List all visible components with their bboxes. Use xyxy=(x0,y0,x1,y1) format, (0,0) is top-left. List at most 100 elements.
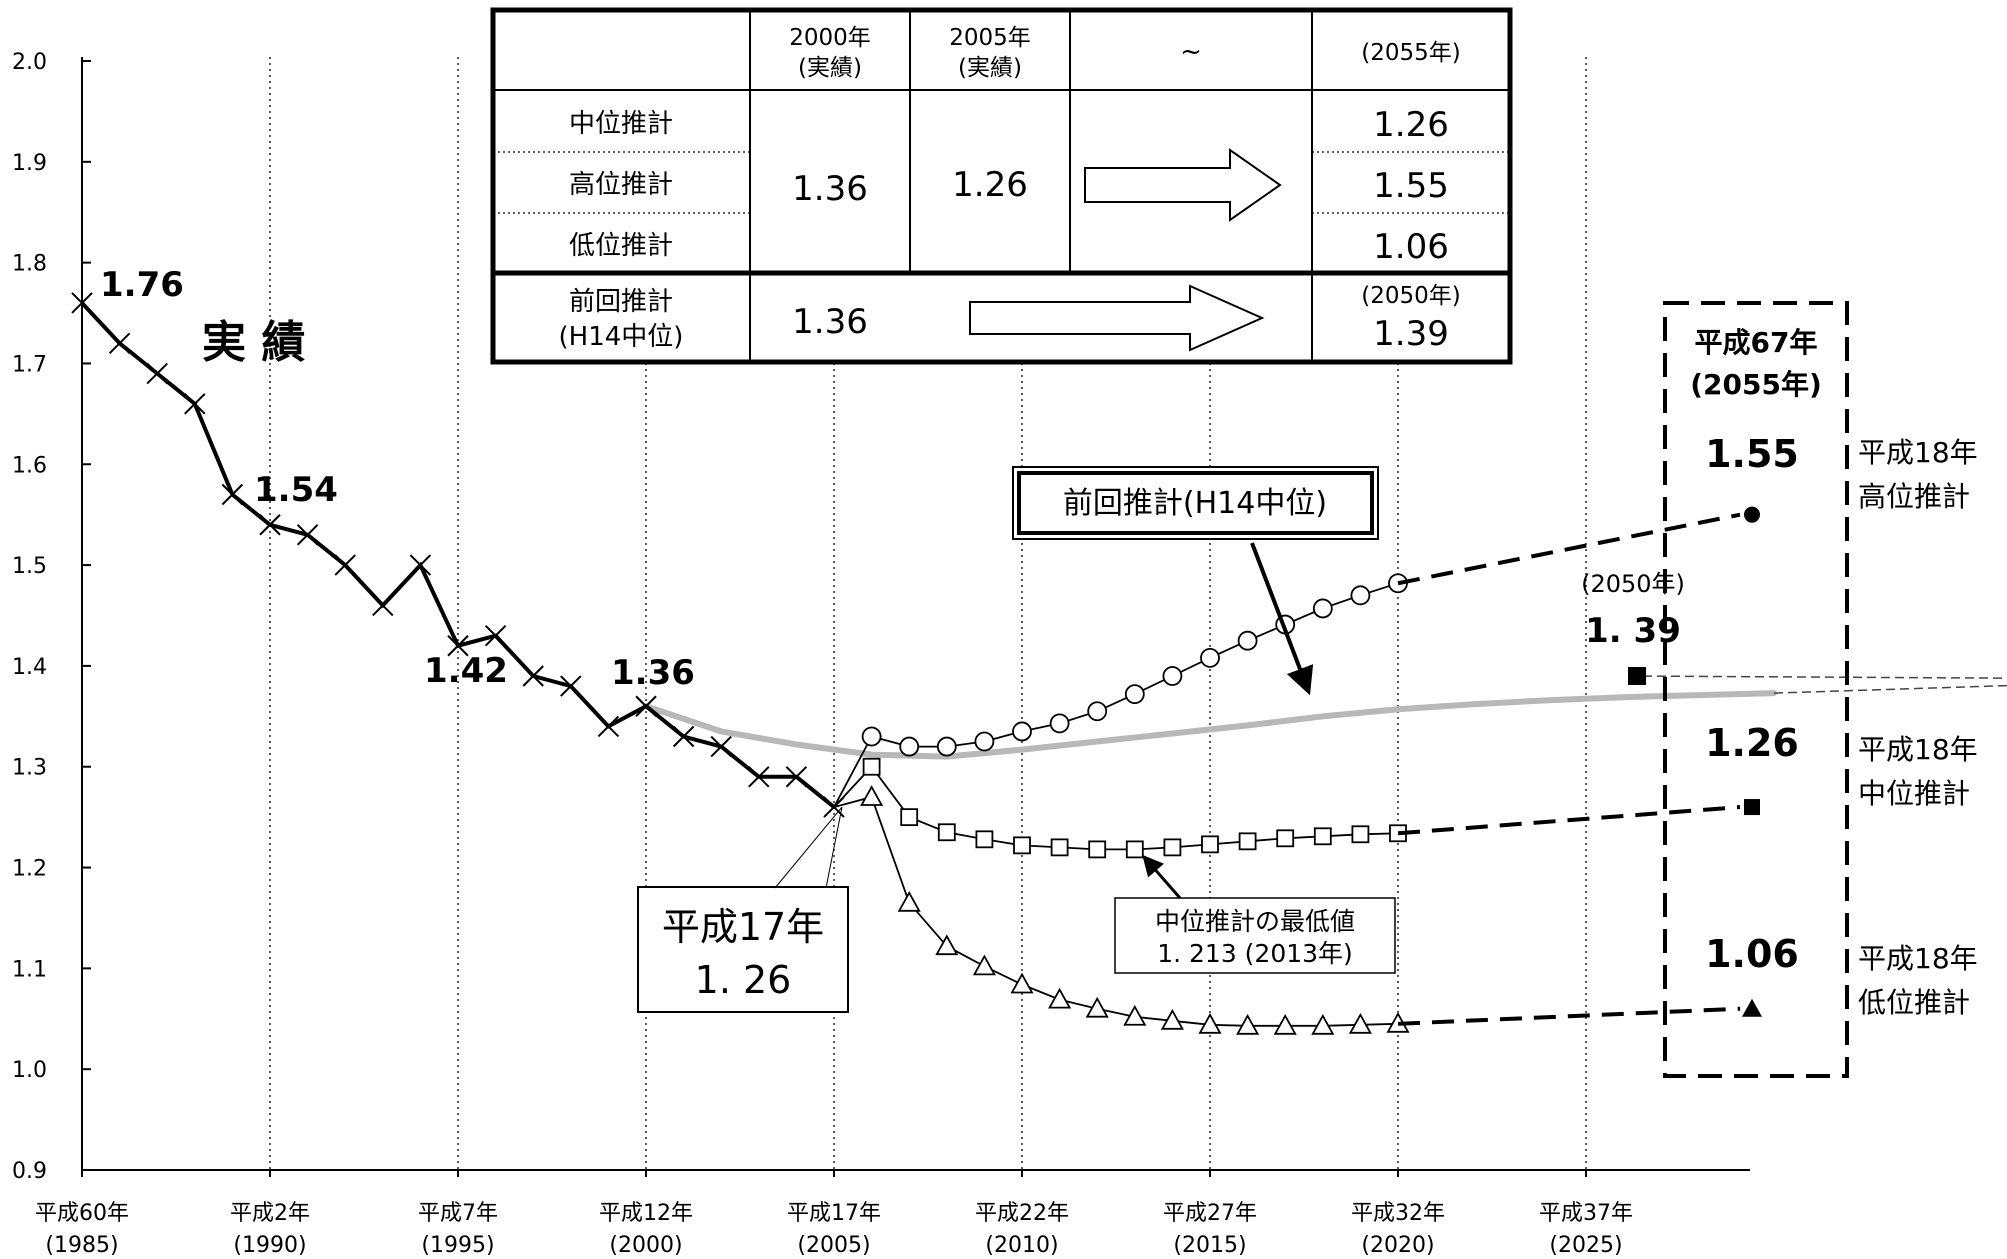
table-row-label: 中位推計 xyxy=(569,109,673,139)
previous-2050-year: (2050年) xyxy=(1581,570,1685,598)
high-2055-value: 1.55 xyxy=(1705,432,1799,476)
low-projection-point xyxy=(1311,1013,1335,1035)
high-2055-point xyxy=(1744,506,1760,523)
actual-point xyxy=(635,695,657,717)
y-tick-label: 0.9 xyxy=(12,1159,47,1184)
low-2055-point xyxy=(1742,998,1762,1017)
x-tick-label-era: 平成7年 xyxy=(418,1201,498,1226)
value-label-2000: 1.36 xyxy=(611,653,695,693)
x-tick-label-year: (1995) xyxy=(421,1233,494,1258)
low-projection-point xyxy=(972,954,996,976)
previous-label-inner-box xyxy=(1017,471,1374,535)
table-prev-label-note: (H14中位) xyxy=(559,322,684,352)
medium-projection-point xyxy=(1088,840,1107,859)
table-2055-value: 1.26 xyxy=(1373,105,1449,145)
y-tick-label: 1.5 xyxy=(12,554,47,579)
x-tick-label-year: (2005) xyxy=(797,1233,870,1258)
medium-projection-point xyxy=(1276,829,1295,848)
medium-projection-point xyxy=(1238,832,1257,851)
previous-label-arrow xyxy=(1250,542,1314,696)
x-tick-label-era: 平成12年 xyxy=(599,1201,693,1226)
table-prev-2000-value: 1.36 xyxy=(792,302,868,342)
min-label-arrow xyxy=(1142,854,1182,899)
high-extension-2055 xyxy=(1397,512,1741,586)
x-tick-label-year: (2015) xyxy=(1173,1233,1246,1258)
x-tick-label-era: 平成60年 xyxy=(35,1201,129,1226)
medium-projection-point xyxy=(1313,827,1332,846)
low-projection-point xyxy=(1160,1008,1184,1030)
series xyxy=(71,292,2007,1035)
y-tick-label: 2.0 xyxy=(12,50,47,75)
actual-point xyxy=(146,362,168,385)
low-projection-point xyxy=(1198,1012,1222,1034)
callout-2005-pointer xyxy=(774,806,843,889)
actual-point xyxy=(522,665,544,687)
low-projection-point xyxy=(897,890,921,912)
high-projection-point xyxy=(861,726,882,747)
medium-projection-point xyxy=(1201,835,1219,854)
medium-projection-point xyxy=(1050,838,1069,857)
x-tick-label-era: 平成22年 xyxy=(975,1201,1069,1226)
medium-2055-point xyxy=(1744,799,1760,816)
high-projection-point xyxy=(974,731,995,752)
x-tick-label-year: (2000) xyxy=(609,1233,682,1258)
table-2005-value: 1.26 xyxy=(952,165,1028,205)
y-tick-label: 1.3 xyxy=(12,756,47,781)
table-2055-value: 1.55 xyxy=(1373,166,1449,206)
actual-point xyxy=(296,524,319,546)
actual-series-title: 実 績 xyxy=(202,317,305,368)
value-label-1995: 1.42 xyxy=(424,651,508,691)
low-projection-point xyxy=(1273,1013,1297,1035)
high-projection-point xyxy=(1350,585,1371,606)
table-row-label: 高位推計 xyxy=(569,170,673,200)
medium-projection-point xyxy=(1351,825,1370,844)
table-prev-label: 前回推計 xyxy=(569,287,673,317)
medium-projection-point xyxy=(1013,836,1031,855)
x-tick-label-era: 平成2年 xyxy=(230,1201,310,1226)
medium-projection-point xyxy=(1125,840,1144,859)
table-prev-arrow xyxy=(969,284,1265,352)
x-tick-label-year: (2020) xyxy=(1361,1233,1434,1258)
medium-projection-point xyxy=(862,757,881,776)
x-tick-label-era: 平成27年 xyxy=(1163,1201,1257,1226)
previous-2050-point xyxy=(1628,666,1646,685)
y-tick-label: 1.1 xyxy=(12,957,47,982)
table-2055-value: 1.06 xyxy=(1373,227,1449,267)
high-projection-line xyxy=(833,582,1399,808)
box-2055-title-era: 平成67年 xyxy=(1695,326,1818,359)
box-2055 xyxy=(1663,301,1849,1078)
high-projection-point xyxy=(1162,666,1183,686)
high-projection-point xyxy=(899,736,920,757)
high-projection-point xyxy=(1012,721,1032,742)
low-2055-value: 1.06 xyxy=(1705,932,1799,976)
high-projection-point xyxy=(1124,684,1145,705)
actual-point xyxy=(710,735,732,758)
y-tick-label: 1.7 xyxy=(12,352,47,377)
actual-point xyxy=(484,624,507,647)
table-prev-value: 1.39 xyxy=(1373,314,1449,354)
previous-label-outer-box xyxy=(1012,466,1379,540)
box-2055-title-year: (2055年) xyxy=(1690,368,1822,401)
table-header-2005: 2005年 xyxy=(949,25,1031,51)
actual-point xyxy=(108,332,131,354)
actual-point xyxy=(334,554,356,576)
actual-point xyxy=(447,635,469,657)
medium-projection-point xyxy=(900,808,919,827)
medium-series-label-era: 平成18年 xyxy=(1858,733,1978,766)
min-label-value: 1. 213 (2013年) xyxy=(1157,939,1353,968)
actual-point xyxy=(409,554,432,576)
callout-2005-pointer xyxy=(825,806,843,889)
y-tick-label: 1.8 xyxy=(12,252,47,277)
low-projection-point xyxy=(1236,1013,1260,1035)
previous-projection-line xyxy=(643,690,1777,760)
x-tick-label-era: 平成32年 xyxy=(1351,1201,1445,1226)
low-projection-point xyxy=(935,934,959,956)
high-projection-point xyxy=(1237,630,1258,651)
table-header-2055: (2055年) xyxy=(1361,40,1460,66)
x-tick-label-year: (1990) xyxy=(233,1233,306,1258)
actual-point xyxy=(372,594,394,617)
low-series-label-name: 低位推計 xyxy=(1858,986,1970,1019)
y-tick-label: 1.2 xyxy=(12,857,47,882)
